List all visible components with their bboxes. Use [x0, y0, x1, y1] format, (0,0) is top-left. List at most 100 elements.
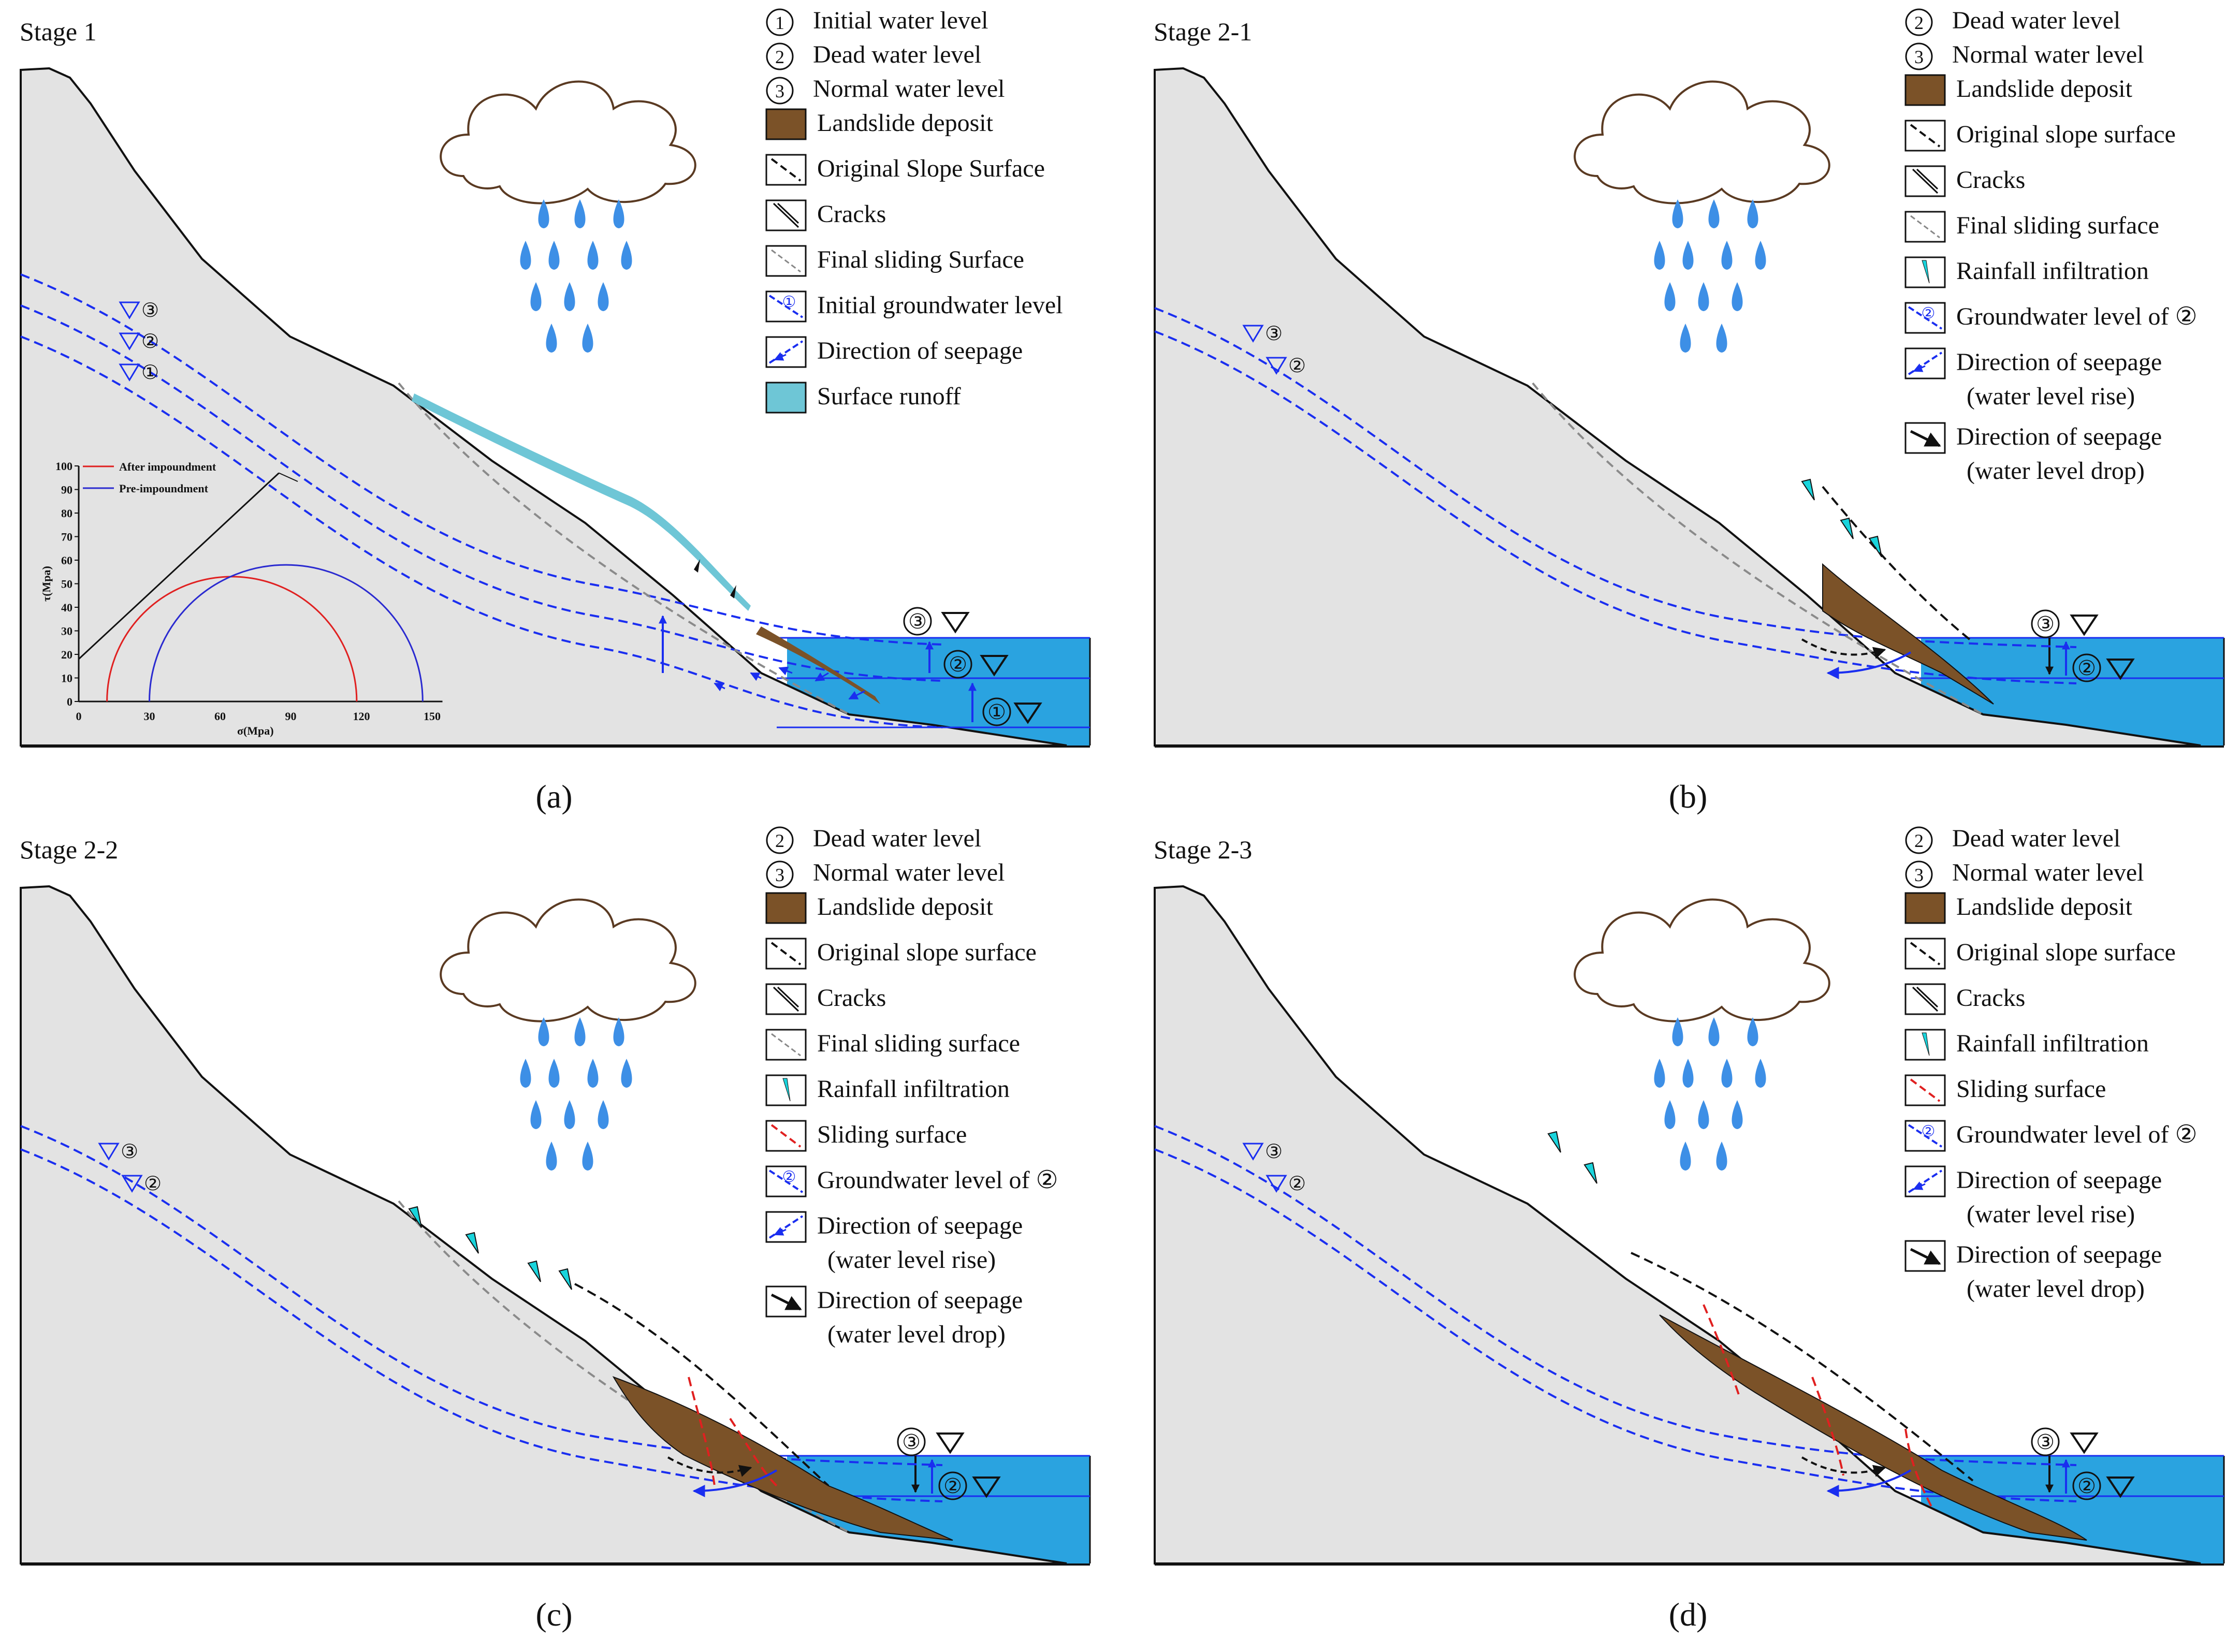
- legend-item: Landslide deposit: [1904, 892, 2133, 924]
- raindrop-icon: [598, 282, 609, 311]
- cracks-icon: [1904, 165, 1946, 197]
- water-level-triangle-icon: [980, 655, 1009, 677]
- seepage-rise-icon: [1904, 1165, 1946, 1197]
- landslide-deposit-swatch-icon: [1904, 892, 1946, 924]
- mohr-x-tick-label: 90: [285, 710, 297, 723]
- circle-3-icon: 3: [1905, 860, 1933, 888]
- groundwater-level-icon: [765, 290, 807, 323]
- landslide-deposit-swatch-icon: [765, 892, 807, 924]
- legend-item: 2 Dead water level: [766, 41, 981, 70]
- legend-item: 1 Initial water level: [766, 7, 988, 36]
- slope-ground: [1154, 67, 2201, 747]
- circle-number-icon: [2031, 609, 2060, 638]
- legend-item: ② Groundwater level of ②: [765, 1165, 1058, 1197]
- panel-caption: (a): [535, 778, 572, 815]
- groundwater-triangle-icon: [119, 363, 140, 382]
- circle-number-label: ②: [2077, 656, 2096, 680]
- legend-label: Direction of seepage: [817, 1212, 1023, 1239]
- final-sliding-surface-icon: [765, 245, 807, 277]
- landslide-deposit-swatch-icon: [1904, 74, 1946, 106]
- legend-line: [768, 295, 804, 318]
- slope-ground: [1154, 885, 2201, 1565]
- legend-label: Final sliding Surface: [817, 246, 1024, 273]
- groundwater-triangle-icon: [119, 301, 140, 319]
- legend-item: Final sliding surface: [1904, 211, 2159, 243]
- groundwater-triangle-icon: [1266, 357, 1287, 375]
- legend-label: Direction of seepage: [817, 1286, 1023, 1314]
- legend-marker-digit: ②: [1922, 305, 1936, 322]
- legend-line: [768, 1169, 804, 1193]
- groundwater-level-line: [1154, 330, 2077, 684]
- legend-label: Final sliding surface: [1956, 212, 2159, 239]
- raindrop-icon: [582, 324, 593, 353]
- legend-line: [1908, 1124, 1943, 1148]
- circle-digit: 3: [775, 81, 784, 101]
- legend-item: Direction of seepage (water level drop): [1904, 1240, 2162, 1303]
- circle-2-icon: 2: [1905, 826, 1933, 854]
- seepage-drop-arrow: [667, 1456, 752, 1477]
- rainfall-infiltration-crack: [465, 1232, 479, 1254]
- legend-arrow: [774, 352, 787, 361]
- legend-label: Landslide deposit: [817, 893, 994, 920]
- groundwater-triangle-icon: [121, 1175, 143, 1193]
- legend-label: Landslide deposit: [817, 109, 994, 137]
- mohr-legend-after: After impoundment: [119, 460, 216, 473]
- seepage-rise-arrow: [1826, 1469, 1912, 1497]
- original-slope-surface: [1822, 486, 1974, 643]
- landslide-deposit: [756, 626, 880, 704]
- circle-number-label: ②: [949, 653, 967, 676]
- legend-label: Cracks: [817, 984, 886, 1012]
- legend-arrow: [1913, 1181, 1926, 1190]
- raindrop-icon: [1721, 241, 1733, 270]
- legend-item: Direction of seepage (water level rise): [1904, 1165, 2162, 1228]
- seepage-drop-icon: [1904, 422, 1946, 454]
- raindrop-icon: [1708, 1017, 1720, 1046]
- rain-cloud-icon: [440, 898, 696, 1171]
- legend-label: Rainfall infiltration: [1956, 1030, 2149, 1057]
- circle-number-icon: [943, 650, 972, 679]
- raindrop-icon: [621, 241, 632, 270]
- raindrop-icon: [548, 1059, 560, 1088]
- legend-item: ② Groundwater level of ②: [1904, 302, 2198, 334]
- raindrop-icon: [520, 241, 531, 270]
- raindrop-icon: [1682, 241, 1694, 270]
- legend-label-continued: (water level rise): [827, 1246, 996, 1274]
- circle-number-label: ①: [987, 700, 1006, 724]
- mohr-x-tick-label: 0: [76, 710, 82, 723]
- legend-label: Dead water level: [813, 41, 981, 68]
- stage-label: Stage 1: [20, 17, 97, 46]
- legend-icon-box: [1904, 892, 1946, 924]
- legend-label: Direction of seepage: [1956, 348, 2162, 376]
- raindrop-icon: [1672, 199, 1683, 228]
- raindrop-icon: [613, 1017, 624, 1046]
- groundwater-level-line: [20, 1125, 943, 1466]
- legend-arrow: [1913, 363, 1926, 372]
- circle-1-icon: 1: [766, 8, 794, 36]
- circle-digit: 3: [1914, 47, 1924, 67]
- legend-label: Rainfall infiltration: [817, 1075, 1010, 1103]
- legend-line: [768, 1215, 804, 1239]
- groundwater-level-line: [20, 273, 943, 646]
- legend-item: 3 Normal water level: [766, 859, 1005, 888]
- cloud-outline: [1574, 80, 1830, 204]
- mohr-y-tick-label: 70: [61, 531, 72, 544]
- circle-number-icon: [2072, 1471, 2101, 1500]
- sliding-surface: [1703, 1304, 1741, 1398]
- legend-label-continued: (water level drop): [1967, 1275, 2145, 1303]
- legend-line: [770, 158, 802, 182]
- legend-line: [770, 942, 802, 966]
- original-slope-surface-icon: [1904, 120, 1946, 152]
- rainfall-infiltration-crack: [1547, 1131, 1561, 1153]
- mohr-legend-before: Pre-impoundment: [119, 482, 209, 495]
- mohr-y-tick-label: 50: [61, 578, 72, 591]
- legend-label: Sliding surface: [1956, 1075, 2106, 1103]
- legend-marker-digit: ②: [1922, 1123, 1936, 1140]
- ground-base-line: [1155, 745, 2224, 748]
- circle-digit: 2: [775, 830, 784, 851]
- mohr-y-tick-label: 20: [61, 648, 72, 661]
- legend-label-continued: (water level drop): [1967, 457, 2145, 485]
- legend-label: Sliding surface: [817, 1121, 967, 1148]
- raindrop-icon: [1721, 1059, 1733, 1088]
